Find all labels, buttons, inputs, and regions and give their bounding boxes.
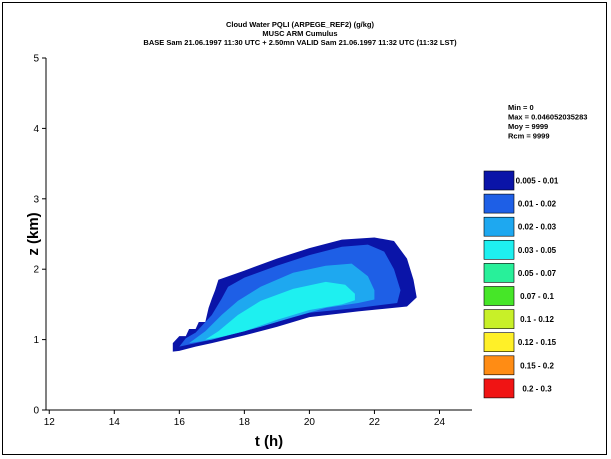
legend-label: 0.005 - 0.01: [516, 177, 559, 186]
y-tick-label: 1: [33, 335, 39, 346]
title-line: Cloud Water PQLI (ARPEGE_REF2) (g/kg): [226, 20, 375, 29]
y-tick-label: 3: [33, 194, 39, 205]
x-tick-label: 24: [434, 417, 446, 428]
title-line: MUSC ARM Cumulus: [262, 29, 337, 38]
legend-swatch: [483, 263, 515, 283]
legend: 0.005 - 0.01 0.01 - 0.02 0.02 - 0.03 0.03 -…: [483, 170, 559, 399]
contour-layer: [172, 237, 417, 352]
stat-line: Moy = 9999: [508, 122, 548, 131]
x-tick-label: 16: [174, 417, 186, 428]
legend-swatch: [483, 170, 515, 191]
y-tick-label: 4: [33, 124, 39, 135]
legend-swatch: [483, 286, 515, 306]
legend-label: 0.1 - 0.12: [520, 315, 554, 324]
legend-label: 0.2 - 0.3: [522, 384, 552, 393]
x-tick-label: 14: [109, 417, 121, 428]
legend-swatch: [483, 309, 515, 329]
legend-label: 0.02 - 0.03: [518, 223, 557, 232]
legend-swatch: [483, 193, 515, 214]
figure-frame: [2, 2, 607, 455]
legend-swatch: [483, 355, 515, 376]
x-axis-label: t (h): [255, 433, 283, 450]
x-tick-label: 22: [369, 417, 381, 428]
stat-line: Max = 0.046052035283: [508, 113, 587, 122]
y-tick-label: 0: [33, 406, 39, 417]
legend-swatch: [483, 332, 515, 353]
x-tick-label: 18: [239, 417, 251, 428]
x-tick-label: 20: [304, 417, 316, 428]
legend-swatch: [483, 378, 515, 399]
chart-title: Cloud Water PQLI (ARPEGE_REF2) (g/kg)MUS…: [143, 20, 457, 47]
contour-level-3: [205, 281, 355, 340]
stat-line: Rcm = 9999: [508, 132, 550, 141]
legend-swatch: [483, 240, 515, 260]
y-axis-label: z (km): [25, 212, 42, 255]
x-tick-label: 12: [44, 417, 56, 428]
y-tick-label: 2: [33, 265, 39, 276]
legend-swatch: [483, 216, 515, 237]
stat-line: Min = 0: [508, 103, 534, 112]
legend-label: 0.12 - 0.15: [518, 338, 557, 347]
legend-label: 0.07 - 0.1: [520, 292, 554, 301]
axes: [42, 57, 472, 414]
title-line: BASE Sam 21.06.1997 11:30 UTC + 2.50mn V…: [143, 38, 457, 47]
legend-label: 0.01 - 0.02: [518, 200, 557, 209]
legend-label: 0.05 - 0.07: [518, 269, 557, 278]
y-tick-label: 5: [33, 54, 39, 65]
legend-label: 0.03 - 0.05: [518, 246, 557, 255]
legend-label: 0.15 - 0.2: [520, 361, 554, 370]
